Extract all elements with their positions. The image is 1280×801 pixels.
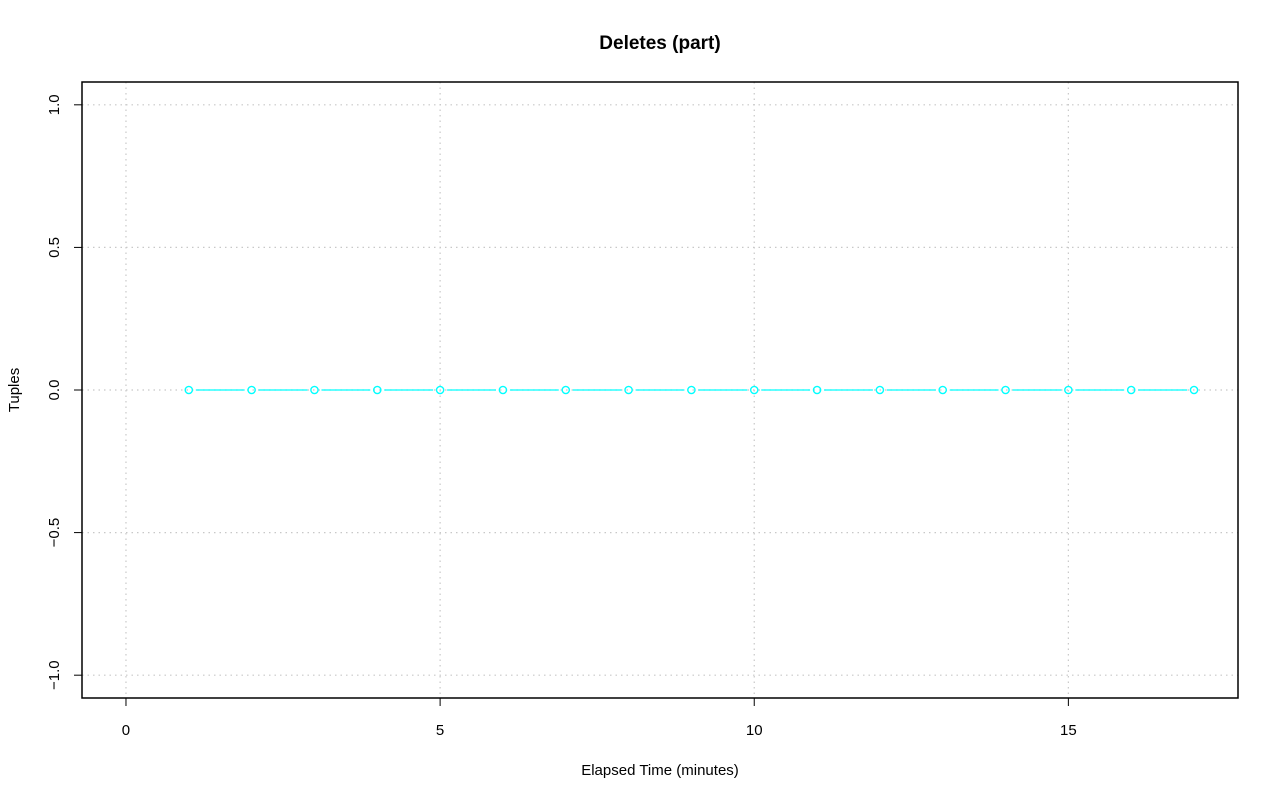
x-tick-label: 10 [746, 722, 763, 739]
data-point [498, 385, 508, 395]
x-tick-label: 0 [122, 722, 130, 739]
y-tick-label: 0.0 [46, 380, 63, 401]
data-point [561, 385, 571, 395]
data-point [247, 385, 256, 395]
data-point [184, 385, 194, 395]
data-point [749, 385, 759, 395]
x-axis-label: Elapsed Time (minutes) [581, 762, 739, 779]
y-axis: −1.0 −0.5 0.0 0.5 1.0 [46, 94, 82, 690]
x-tick-label: 15 [1060, 722, 1077, 739]
data-point [435, 385, 445, 395]
data-point [310, 385, 319, 395]
data-point [624, 385, 633, 395]
series-layer [184, 385, 1199, 395]
data-point [812, 385, 822, 395]
data-point [875, 385, 885, 395]
y-tick-label: 0.5 [46, 237, 63, 258]
y-tick-label: 1.0 [46, 94, 63, 115]
y-tick-label: −0.5 [46, 518, 63, 548]
data-point [1189, 385, 1199, 395]
data-point [1064, 385, 1073, 395]
x-tick-label: 5 [436, 722, 444, 739]
data-point [1126, 385, 1136, 395]
data-point [1001, 385, 1010, 395]
data-point [372, 385, 382, 395]
y-tick-label: −1.0 [46, 660, 63, 690]
chart-title: Deletes (part) [599, 33, 720, 54]
y-axis-label: Tuples [6, 368, 23, 412]
data-point [938, 385, 948, 395]
data-point [687, 385, 696, 395]
x-axis: 0 5 10 15 [122, 698, 1077, 739]
